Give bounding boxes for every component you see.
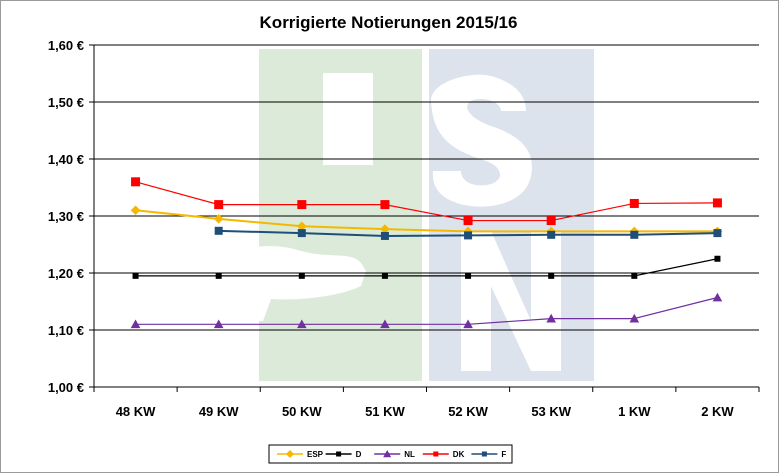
- data-point-d: [132, 272, 139, 279]
- legend-marker-d: [336, 451, 342, 457]
- data-point-d: [714, 255, 721, 262]
- data-point-esp: [130, 205, 141, 216]
- series-line-d: [135, 258, 718, 277]
- data-point-nl: [213, 319, 224, 329]
- series-line-nl: [135, 296, 718, 325]
- data-point-esp: [380, 224, 390, 234]
- legend-label-nl: NL: [404, 450, 415, 459]
- data-point-f: [630, 230, 639, 239]
- y-tick-label: 1,40 €: [48, 152, 84, 167]
- isn-logo-watermark: [215, 49, 594, 381]
- legend-marker-dk: [433, 451, 439, 457]
- data-point-f: [214, 226, 223, 235]
- legend-marker-nl: [383, 450, 392, 458]
- data-point-dk: [380, 200, 390, 210]
- data-point-nl: [380, 319, 390, 329]
- data-point-nl: [629, 313, 640, 323]
- legend-label-d: D: [356, 450, 362, 459]
- data-point-d: [298, 272, 305, 279]
- data-point-dk: [629, 198, 639, 208]
- legend-marker-esp: [286, 450, 294, 458]
- y-tick-label: 1,10 €: [48, 323, 84, 338]
- data-point-dk: [546, 216, 556, 226]
- data-point-f: [464, 231, 473, 240]
- data-point-f: [297, 229, 306, 238]
- chart-title: Korrigierte Notierungen 2015/16: [260, 13, 518, 32]
- data-point-nl: [297, 319, 307, 329]
- x-tick-label: 51 KW: [365, 404, 405, 419]
- data-point-dk: [131, 177, 141, 187]
- y-tick-label: 1,60 €: [48, 38, 84, 53]
- data-point-d: [215, 272, 222, 279]
- x-tick-label: 49 KW: [199, 404, 239, 419]
- data-point-f: [380, 231, 389, 240]
- data-point-nl: [130, 319, 141, 329]
- legend-label-esp: ESP: [307, 450, 324, 459]
- data-point-nl: [712, 292, 723, 302]
- series-line-esp: [135, 209, 718, 233]
- data-point-f: [713, 229, 722, 238]
- data-point-dk: [214, 200, 224, 210]
- x-tick-label: 1 KW: [618, 404, 651, 419]
- series-line-dk: [135, 181, 718, 222]
- x-tick-label: 2 KW: [701, 404, 734, 419]
- x-tick-label: 53 KW: [531, 404, 571, 419]
- x-tick-label: 48 KW: [116, 404, 156, 419]
- data-point-f: [547, 230, 556, 239]
- data-point-d: [548, 272, 555, 279]
- legend-label-f: F: [501, 450, 506, 459]
- y-tick-label: 1,30 €: [48, 209, 84, 224]
- data-point-nl: [463, 319, 473, 329]
- data-point-esp: [213, 214, 224, 224]
- x-tick-label: 52 KW: [448, 404, 488, 419]
- data-point-nl: [546, 313, 556, 323]
- data-point-dk: [712, 198, 722, 208]
- data-point-dk: [297, 200, 307, 210]
- legend-label-dk: DK: [453, 450, 465, 459]
- data-point-dk: [463, 216, 473, 226]
- legend-marker-f: [481, 451, 487, 457]
- x-tick-label: 50 KW: [282, 404, 322, 419]
- data-point-d: [381, 272, 388, 279]
- y-tick-label: 1,50 €: [48, 95, 84, 110]
- y-tick-label: 1,00 €: [48, 380, 84, 395]
- y-tick-label: 1,20 €: [48, 266, 84, 281]
- data-point-esp: [297, 221, 307, 232]
- data-point-d: [631, 272, 638, 279]
- data-point-d: [465, 272, 472, 279]
